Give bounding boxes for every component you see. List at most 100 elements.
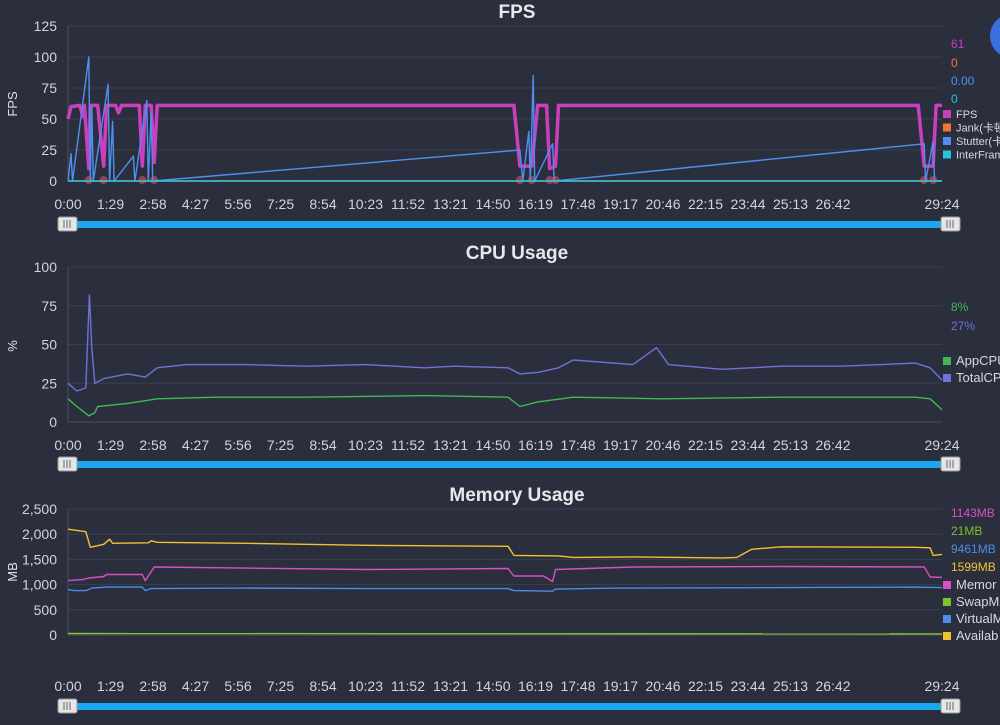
x-tick-label: 22:15 xyxy=(688,196,723,212)
x-tick-label: 7:25 xyxy=(267,196,294,212)
x-tick-label: 2:58 xyxy=(139,196,166,212)
x-tick-label: 20:46 xyxy=(645,678,680,694)
x-tick-label: 7:25 xyxy=(267,678,294,694)
x-tick-label: 10:23 xyxy=(348,196,383,212)
legend-label[interactable]: SwapM xyxy=(956,594,999,609)
x-tick-label: 13:21 xyxy=(433,678,468,694)
y-tick-label: 0 xyxy=(49,414,57,430)
series-line-Memor xyxy=(68,567,942,582)
current-value-1: 21MB xyxy=(951,524,982,538)
fps-range-slider-track[interactable] xyxy=(70,221,942,228)
x-tick-label: 1:29 xyxy=(97,196,124,212)
y-tick-label: 125 xyxy=(34,18,58,34)
cpu-y-axis-label: % xyxy=(5,340,20,352)
fps-y-axis-label: FPS xyxy=(5,91,20,117)
floating-action-button[interactable] xyxy=(990,14,1000,58)
fps-range-handle-right[interactable] xyxy=(941,217,960,231)
y-tick-label: 1,500 xyxy=(22,551,57,567)
memory-chart: Memory UsageMB05001,0001,5002,0002,5000:… xyxy=(5,485,1000,713)
current-value-0: 8% xyxy=(951,300,969,314)
x-tick-label: 22:15 xyxy=(688,678,723,694)
memory-range-handle-left[interactable] xyxy=(58,699,77,713)
x-tick-label: 17:48 xyxy=(560,678,595,694)
drop-marker xyxy=(138,176,146,184)
legend-swatch xyxy=(943,357,951,365)
memory-chart-title: Memory Usage xyxy=(449,485,584,506)
x-tick-label: 0:00 xyxy=(54,678,81,694)
legend-swatch xyxy=(943,137,951,145)
x-tick-label: 20:46 xyxy=(645,196,680,212)
x-tick-label: 0:00 xyxy=(54,196,81,212)
x-tick-label: 29:24 xyxy=(924,678,959,694)
drop-marker xyxy=(85,176,93,184)
x-tick-label: 0:00 xyxy=(54,437,81,453)
y-tick-label: 0 xyxy=(49,173,57,189)
y-tick-label: 1,000 xyxy=(22,577,57,593)
y-tick-label: 50 xyxy=(41,111,57,127)
x-tick-label: 13:21 xyxy=(433,196,468,212)
legend-label[interactable]: Jank(卡顿 xyxy=(956,121,1000,135)
legend-swatch xyxy=(943,151,951,159)
cpu-range-handle-left[interactable] xyxy=(58,457,77,471)
legend-label[interactable]: InterFram xyxy=(956,150,1000,162)
current-value-2: 9461MB xyxy=(951,542,996,556)
x-tick-label: 4:27 xyxy=(182,196,209,212)
memory-y-axis-label: MB xyxy=(5,562,20,582)
y-tick-label: 25 xyxy=(41,375,57,391)
x-tick-label: 5:56 xyxy=(224,196,251,212)
series-line-VirtualM xyxy=(68,587,942,591)
memory-range-handle-right[interactable] xyxy=(941,699,960,713)
cpu-range-slider-track[interactable] xyxy=(70,461,942,468)
legend-swatch xyxy=(943,374,951,382)
series-line-FPS xyxy=(68,105,942,168)
legend-label[interactable]: AppCPU xyxy=(956,353,1000,368)
legend-label[interactable]: FPS xyxy=(956,109,977,121)
current-value-1: 0 xyxy=(951,56,958,70)
current-value-0: 1143MB xyxy=(951,506,995,520)
x-tick-label: 8:54 xyxy=(309,678,336,694)
x-tick-label: 29:24 xyxy=(924,437,959,453)
series-line-Availab xyxy=(68,529,942,558)
current-value-3: 0 xyxy=(951,92,958,106)
y-tick-label: 100 xyxy=(34,49,58,65)
legend-swatch xyxy=(943,581,951,589)
x-tick-label: 25:13 xyxy=(773,678,808,694)
fps-range-handle-left[interactable] xyxy=(58,217,77,231)
x-tick-label: 26:42 xyxy=(815,437,850,453)
x-tick-label: 2:58 xyxy=(139,437,166,453)
x-tick-label: 11:52 xyxy=(391,437,425,453)
x-tick-label: 19:17 xyxy=(603,437,638,453)
x-tick-label: 23:44 xyxy=(730,678,765,694)
legend-label[interactable]: Availab xyxy=(956,628,998,643)
x-tick-label: 17:48 xyxy=(560,437,595,453)
y-tick-label: 0 xyxy=(49,627,57,643)
legend-label[interactable]: Memor xyxy=(956,577,997,592)
cpu-range-handle-right[interactable] xyxy=(941,457,960,471)
x-tick-label: 8:54 xyxy=(309,437,336,453)
current-value-0: 61 xyxy=(951,37,965,51)
legend-label[interactable]: Stutter(卡 xyxy=(956,135,1000,148)
x-tick-label: 26:42 xyxy=(815,196,850,212)
current-value-1: 27% xyxy=(951,319,975,333)
x-tick-label: 14:50 xyxy=(475,437,510,453)
legend-swatch xyxy=(943,632,951,640)
memory-range-slider-track[interactable] xyxy=(70,703,942,710)
legend-label[interactable]: VirtualM xyxy=(956,611,1000,626)
x-tick-label: 20:46 xyxy=(645,437,680,453)
legend-swatch xyxy=(943,110,951,118)
x-tick-label: 16:19 xyxy=(518,437,553,453)
y-tick-label: 100 xyxy=(34,259,58,275)
x-tick-label: 25:13 xyxy=(773,196,808,212)
x-tick-label: 4:27 xyxy=(182,437,209,453)
legend-label[interactable]: TotalCPU xyxy=(956,370,1000,385)
x-tick-label: 16:19 xyxy=(518,196,553,212)
x-tick-label: 7:25 xyxy=(267,437,294,453)
x-tick-label: 5:56 xyxy=(224,437,251,453)
x-tick-label: 22:15 xyxy=(688,437,723,453)
legend-swatch xyxy=(943,598,951,606)
x-tick-label: 4:27 xyxy=(182,678,209,694)
x-tick-label: 11:52 xyxy=(391,196,425,212)
